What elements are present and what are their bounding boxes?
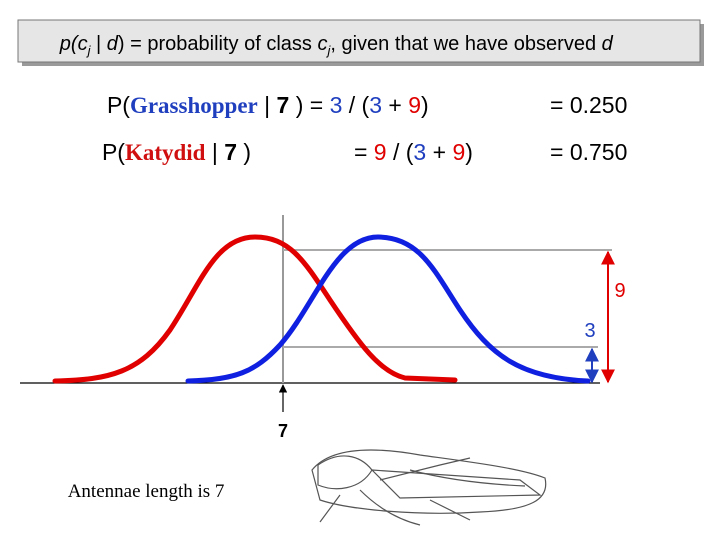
caption-part: 7 [215, 481, 225, 502]
insect-sketch [311, 449, 547, 526]
header-part: c [78, 33, 88, 55]
height-label: 3 [584, 320, 595, 342]
height-label: 9 [614, 280, 625, 302]
eq-part: ) = [289, 92, 329, 118]
eq-part: 3 [369, 92, 382, 118]
header-part: j [86, 43, 92, 58]
equation: P(Grasshopper | 7 ) = 3 / (3 + 9) [75, 92, 448, 118]
eq-part: 9 [408, 92, 421, 118]
class-name: Grasshopper [130, 93, 258, 118]
eq-part: 3 [413, 139, 426, 165]
header-part: j [325, 43, 331, 58]
eq-part: | [258, 92, 277, 118]
equation: P(Katydid | 7 ) [70, 139, 270, 165]
eq-part: ) [237, 139, 251, 165]
grasshopper-curve [52, 234, 458, 384]
eq-part: P( [102, 139, 125, 165]
eq-part: ) [465, 139, 473, 165]
eq-part: 9 [374, 139, 387, 165]
eq-part: | [205, 139, 224, 165]
header-text: p(cj | d) = probability of class cj, giv… [32, 33, 629, 58]
caption: Antennae length is 7 [45, 481, 239, 502]
eq-part: 7 [224, 139, 237, 165]
header-box [17, 19, 701, 63]
result: = 0.250 [550, 92, 627, 118]
eq-part: 9 [452, 139, 465, 165]
eq-part: P( [107, 92, 130, 118]
eq-part: 7 [277, 92, 290, 118]
header-part: , given that we have observed [330, 33, 601, 55]
header-part: d [602, 33, 614, 55]
eq-part: = [354, 139, 374, 165]
eq-part: / ( [387, 139, 414, 165]
eq-part: / ( [342, 92, 369, 118]
result: = 0.750 [550, 139, 627, 165]
header-part: ) = probability of class [118, 33, 318, 55]
header-part: | [90, 33, 106, 55]
eq-part: ) [421, 92, 429, 118]
eq-part: 3 [330, 92, 343, 118]
header-part: d [107, 33, 119, 55]
caption-part: Antennae length is [68, 481, 215, 502]
eq-part: + [426, 139, 452, 165]
ratio: = 9 / (3 + 9) [322, 139, 492, 165]
class-name: Katydid [125, 140, 206, 165]
eq-part: + [382, 92, 408, 118]
katydid-curve [185, 234, 591, 384]
header-part: p( [59, 33, 80, 55]
x-label: 7 [278, 421, 288, 441]
header-part: c [317, 33, 327, 55]
